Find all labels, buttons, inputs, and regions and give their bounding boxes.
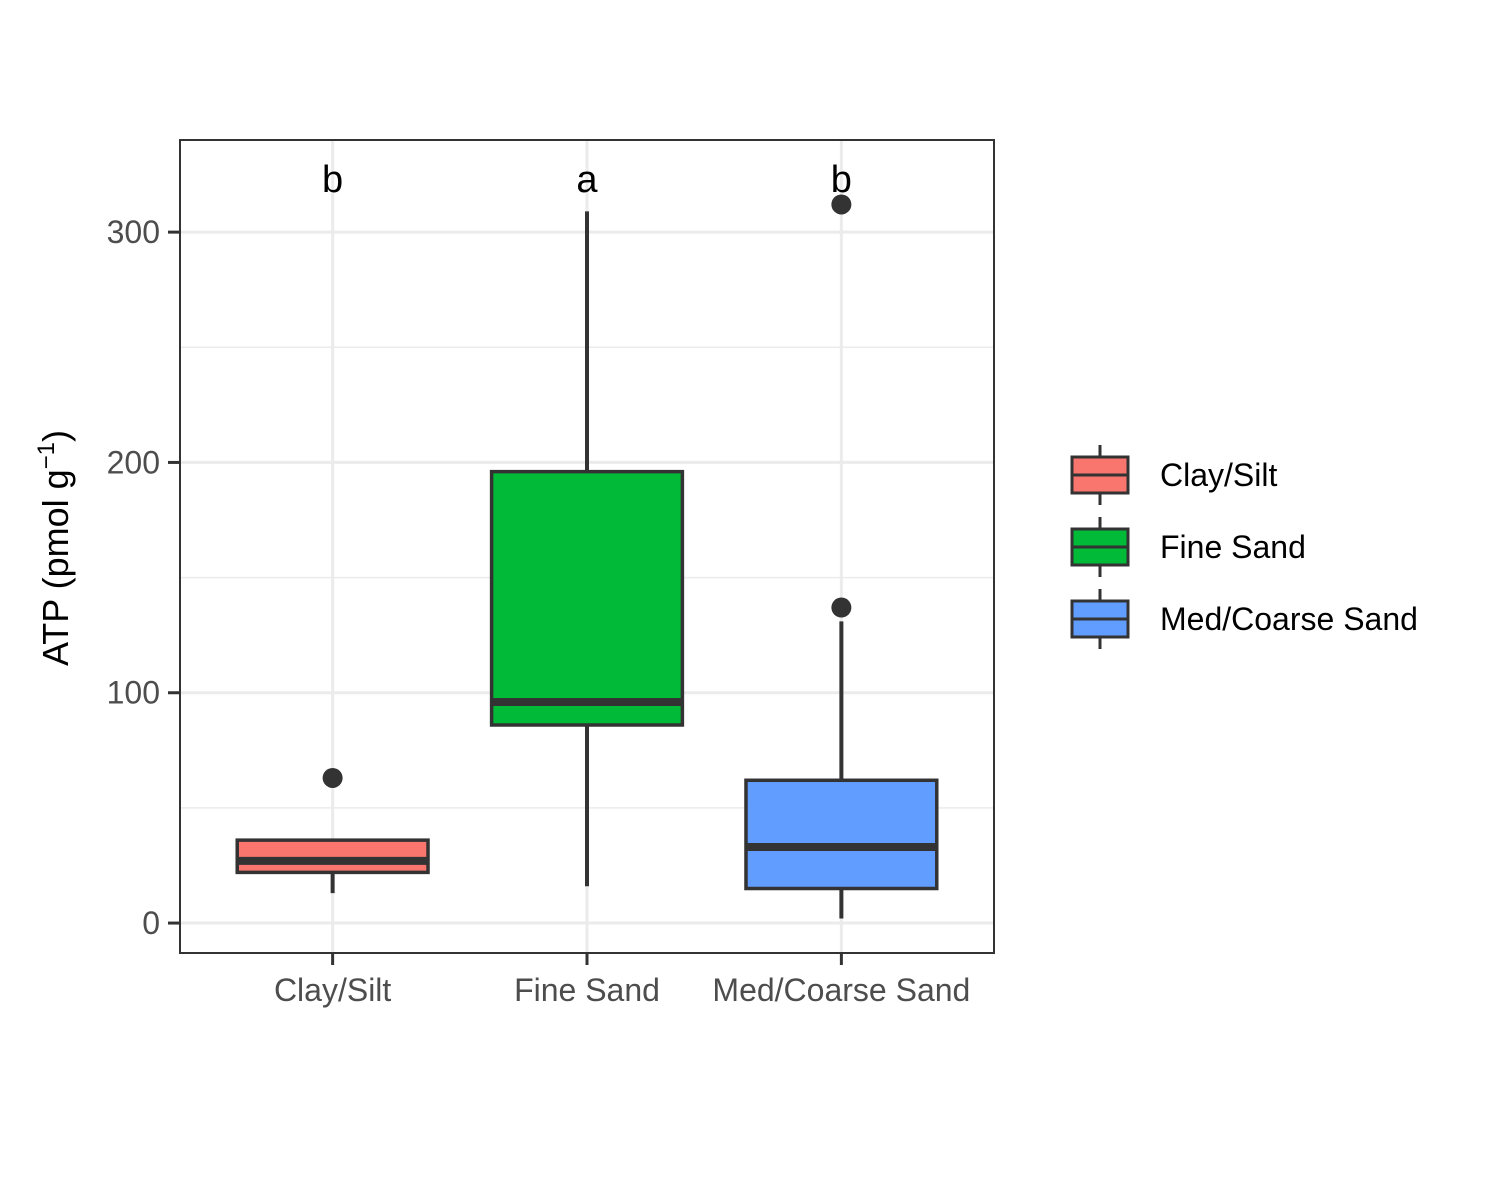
y-tick-label: 300 — [107, 214, 160, 250]
x-tick-label: Med/Coarse Sand — [712, 972, 970, 1008]
y-tick-label: 200 — [107, 444, 160, 480]
x-tick-label: Clay/Silt — [274, 972, 391, 1008]
boxes — [235, 194, 939, 919]
box-group — [489, 211, 685, 887]
significance-letter: b — [831, 159, 852, 201]
outlier-point — [831, 194, 852, 215]
box-group — [235, 767, 430, 894]
panel-border — [179, 139, 995, 954]
y-tick-label: 100 — [107, 675, 160, 711]
box — [489, 469, 685, 727]
legend-item: Clay/Silt — [1070, 445, 1277, 505]
x-axis: Clay/Silt Fine Sand Med/Coarse Sand — [274, 953, 970, 1008]
y-axis-title-close: ) — [35, 430, 76, 442]
box-group — [744, 194, 939, 919]
outlier-point — [831, 597, 852, 618]
legend: Clay/Silt Fine Sand Med/Coarse Sand — [1070, 445, 1418, 649]
legend-item: Fine Sand — [1070, 517, 1306, 577]
box — [744, 778, 939, 891]
legend-label: Med/Coarse Sand — [1160, 601, 1418, 637]
legend-item: Med/Coarse Sand — [1070, 589, 1418, 649]
y-axis-title-main: ATP (pmol g — [35, 469, 76, 666]
y-tick-label: 0 — [142, 905, 160, 941]
legend-label: Fine Sand — [1160, 529, 1306, 565]
outlier-point — [322, 767, 343, 788]
legend-label: Clay/Silt — [1160, 457, 1277, 493]
box — [235, 838, 430, 875]
significance-letter: b — [322, 159, 343, 201]
x-tick-label: Fine Sand — [514, 972, 660, 1008]
significance-letter: a — [576, 159, 598, 201]
y-axis-title: ATP (pmol g−1) — [33, 430, 76, 666]
y-axis-title-superscript: −1 — [33, 442, 60, 469]
y-axis: 0 100 200 300 — [107, 214, 180, 941]
